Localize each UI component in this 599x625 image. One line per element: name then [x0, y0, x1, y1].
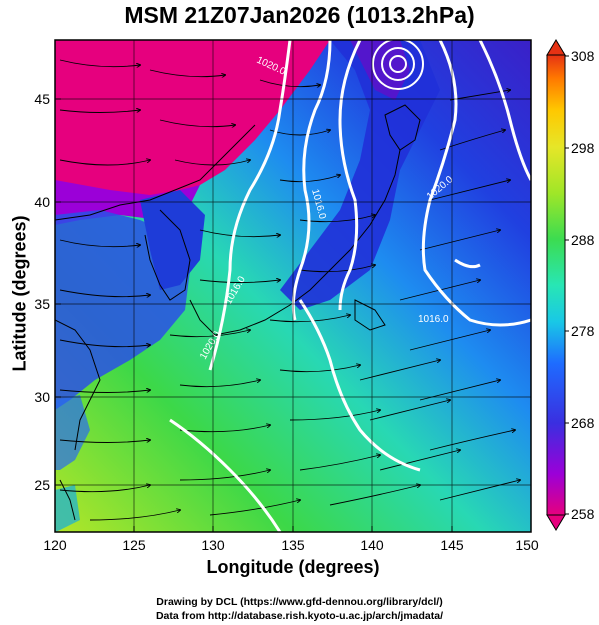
x-axis-label: Longitude (degrees)	[206, 557, 380, 577]
credit-drawing: Drawing by DCL (https://www.gfd-dennou.o…	[156, 596, 443, 608]
y-tick-label: 35	[34, 296, 50, 312]
coastlines	[55, 104, 421, 521]
colorbar-top-arrow	[546, 39, 566, 56]
colorbar-tick-label: 308	[571, 48, 595, 64]
cold-region	[55, 40, 330, 215]
figure-title: MSM 21Z07Jan2026 (1013.2hPa)	[124, 2, 475, 28]
y-tick-label: 45	[34, 91, 50, 107]
colorbar-tick-label: 268	[571, 415, 595, 431]
y-tick-label: 40	[34, 194, 50, 210]
colorbar-bottom-arrow	[546, 514, 566, 531]
contour-label: 1016.0	[418, 314, 449, 325]
x-tick-label: 130	[201, 537, 225, 553]
x-axis: 120 125 130 135 140 145 150	[43, 526, 539, 553]
y-axis: 25 30 35 40 45	[34, 91, 61, 493]
graticule	[55, 40, 531, 532]
y-axis-label: Latitude (degrees)	[9, 215, 30, 372]
colorbar-tick-label: 278	[571, 323, 595, 339]
x-tick-label: 135	[281, 537, 305, 553]
temperature-field: 1020.0 1016.0 1020.0 1016.0 1020.0 1016.…	[55, 40, 531, 532]
wind-streamlines	[59, 59, 520, 521]
low-pressure-swirl	[372, 40, 424, 90]
colorbar-tick-label: 288	[571, 232, 595, 248]
colorbar: 308 298 288 278 268 258	[546, 39, 595, 531]
x-tick-label: 140	[360, 537, 384, 553]
colorbar-tick-label: 298	[571, 140, 595, 156]
x-tick-label: 150	[515, 537, 539, 553]
x-tick-label: 120	[43, 537, 67, 553]
colorbar-tick-label: 258	[571, 506, 595, 522]
y-tick-label: 30	[34, 389, 50, 405]
y-tick-label: 25	[34, 477, 50, 493]
x-tick-label: 145	[440, 537, 464, 553]
credit-data-source: Data from http://database.rish.kyoto-u.a…	[155, 610, 444, 622]
isobars	[169, 40, 531, 532]
x-tick-label: 125	[122, 537, 146, 553]
